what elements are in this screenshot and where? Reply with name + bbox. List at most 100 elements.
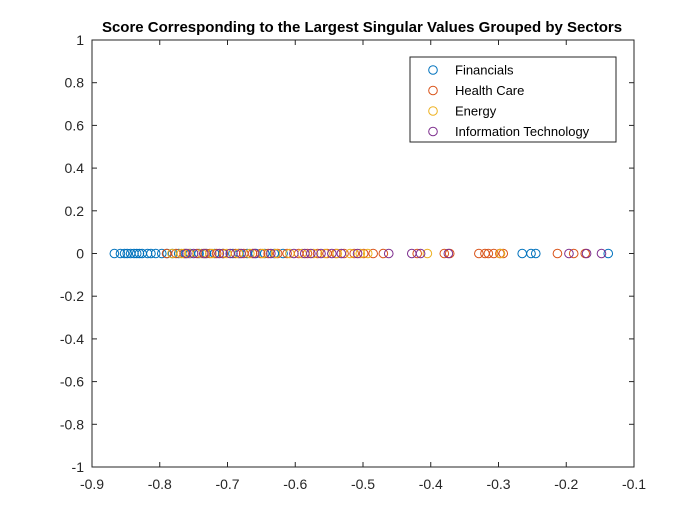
x-tick-label: -0.5	[351, 476, 375, 492]
data-point-health-care	[263, 248, 273, 259]
x-axis: -0.9 -0.8 -0.7 -0.6 -0.5 -0.4 -0.3 -0.2 -0.1	[80, 40, 646, 492]
data-point-energy	[257, 248, 268, 259]
data-point-financials	[517, 248, 528, 259]
data-point-financials	[122, 248, 133, 259]
data-point-financials	[109, 248, 120, 259]
y-tick-label: -0.8	[60, 416, 84, 432]
y-tick-label: 0.2	[65, 203, 85, 219]
x-tick-label: -0.3	[486, 476, 510, 492]
data-point-information-technology	[596, 248, 607, 259]
data-point-information-technology	[236, 248, 246, 259]
data-point-information-technology	[316, 248, 326, 259]
legend-entry: Information Technology	[455, 124, 590, 139]
x-tick-label: -0.7	[215, 476, 239, 492]
data-point-financials	[530, 248, 541, 259]
data-point-financials	[278, 248, 288, 259]
data-point-energy	[332, 248, 343, 259]
data-point-information-technology	[327, 248, 337, 259]
data-point-financials	[115, 248, 126, 259]
legend-box	[409, 56, 617, 143]
data-point-information-technology	[214, 248, 225, 259]
legend-marker	[428, 126, 438, 137]
y-tick-label: 0	[76, 246, 84, 262]
y-axis: 1 0.8 0.6 0.4 0.2 0 -0.2 -0.4 -0.6 -0.8 -1	[60, 32, 634, 475]
data-point-financials	[603, 248, 614, 259]
y-tick-label: -0.2	[60, 288, 84, 304]
data-point-information-technology	[383, 248, 394, 259]
data-point-information-technology	[564, 248, 574, 259]
data-point-information-technology	[406, 248, 417, 259]
chart-title: Score Corresponding to the Largest Singu…	[102, 19, 622, 36]
y-tick-label: 0.8	[65, 75, 85, 91]
data-point-health-care	[302, 248, 313, 259]
data-point-health-care	[161, 248, 172, 259]
data-point-health-care	[368, 248, 378, 259]
data-point-health-care	[412, 248, 423, 259]
legend-marker	[428, 65, 438, 75]
y-tick-label: -0.6	[60, 374, 84, 390]
legend: Financials Health Care Energy Information T…	[409, 56, 617, 143]
data-point-health-care	[312, 248, 323, 259]
legend-entry: Financials	[455, 63, 514, 78]
data-point-information-technology	[306, 248, 316, 259]
legend-entry: Energy	[455, 104, 497, 119]
y-tick-label: 1	[76, 32, 84, 48]
data-point-energy	[222, 248, 232, 259]
data-point-energy	[270, 248, 281, 259]
data-point-health-care	[488, 248, 499, 259]
data-point-financials	[150, 248, 161, 259]
data-point-financials	[119, 248, 130, 259]
data-point-health-care	[339, 248, 349, 259]
data-points	[109, 248, 614, 259]
x-tick-label: -0.9	[80, 476, 104, 492]
data-point-financials	[146, 248, 156, 259]
data-point-energy	[355, 248, 366, 259]
data-point-health-care	[439, 248, 450, 259]
data-point-energy	[495, 248, 506, 259]
data-point-information-technology	[336, 248, 347, 259]
data-point-health-care	[282, 248, 292, 259]
y-tick-label: -0.4	[60, 331, 84, 347]
data-point-information-technology	[225, 248, 236, 259]
data-point-energy	[176, 248, 187, 259]
y-tick-label: -1	[72, 459, 85, 475]
data-point-information-technology	[289, 248, 299, 259]
data-point-information-technology	[266, 248, 276, 259]
data-point-health-care	[498, 248, 509, 259]
data-point-health-care	[179, 248, 189, 259]
data-point-health-care	[378, 248, 389, 259]
data-point-health-care	[358, 248, 369, 259]
data-point-energy	[285, 248, 295, 259]
data-point-health-care	[483, 248, 494, 259]
data-point-information-technology	[182, 248, 192, 259]
x-tick-label: -0.2	[554, 476, 578, 492]
data-point-health-care	[218, 248, 229, 259]
data-point-health-care	[568, 248, 579, 259]
data-point-information-technology	[352, 248, 363, 259]
data-point-health-care	[211, 248, 222, 259]
legend-entry: Health Care	[455, 83, 524, 98]
x-tick-label: -0.8	[148, 476, 172, 492]
data-point-energy	[320, 248, 330, 259]
data-point-information-technology	[188, 248, 199, 259]
data-point-energy	[362, 248, 373, 259]
data-point-information-technology	[299, 248, 310, 259]
data-point-energy	[422, 248, 433, 259]
legend-marker	[428, 85, 438, 96]
x-tick-label: -0.6	[283, 476, 307, 492]
x-tick-label: -0.4	[419, 476, 443, 492]
data-point-energy	[167, 248, 177, 259]
legend-marker	[428, 106, 438, 116]
data-point-information-technology	[415, 248, 426, 259]
data-point-information-technology	[581, 248, 592, 259]
data-point-financials	[526, 248, 536, 259]
data-point-information-technology	[198, 248, 209, 259]
x-tick-label: -0.1	[622, 476, 646, 492]
data-point-information-technology	[249, 248, 260, 259]
data-point-information-technology	[443, 248, 454, 259]
y-tick-label: 0.4	[65, 160, 85, 176]
data-point-health-care	[474, 248, 484, 259]
data-point-financials	[131, 248, 142, 259]
data-point-health-care	[552, 248, 563, 259]
